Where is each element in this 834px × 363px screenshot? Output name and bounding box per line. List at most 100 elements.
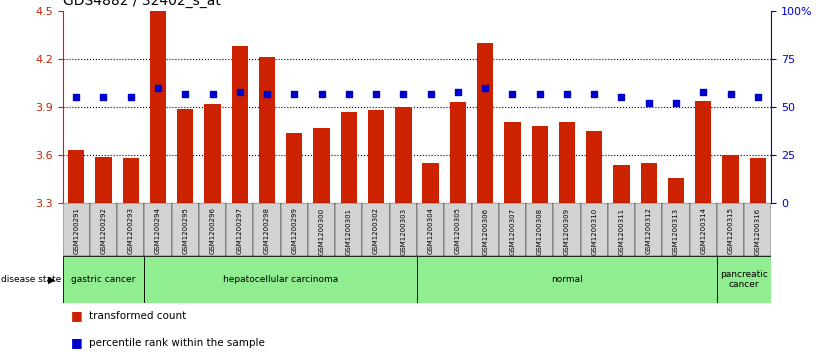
FancyBboxPatch shape [254,203,281,256]
Point [587,91,600,97]
FancyBboxPatch shape [636,203,662,256]
Point [451,89,465,95]
FancyBboxPatch shape [690,203,717,256]
Point [397,91,410,97]
Text: GSM1200302: GSM1200302 [373,208,379,254]
Text: GSM1200295: GSM1200295 [183,208,188,254]
FancyBboxPatch shape [226,203,254,256]
Text: GSM1200299: GSM1200299 [291,208,297,254]
Point [206,91,219,97]
Text: GSM1200310: GSM1200310 [591,208,597,254]
Bar [505,122,520,203]
Bar [68,150,84,203]
Text: GSM1200315: GSM1200315 [727,208,734,254]
FancyBboxPatch shape [417,256,717,303]
Bar [750,158,766,203]
FancyBboxPatch shape [417,203,445,256]
Text: ▶: ▶ [48,274,55,285]
Bar [95,157,112,203]
FancyBboxPatch shape [526,203,553,256]
Bar [559,122,575,203]
FancyBboxPatch shape [389,203,417,256]
Point [642,100,656,106]
Text: GSM1200305: GSM1200305 [455,208,461,254]
Bar [477,43,494,203]
Text: disease state: disease state [1,275,61,284]
Text: GSM1200301: GSM1200301 [346,208,352,254]
FancyBboxPatch shape [198,203,226,256]
Point [315,91,329,97]
Point [178,91,192,97]
Bar [450,102,466,203]
Text: GSM1200313: GSM1200313 [673,208,679,254]
Text: GSM1200298: GSM1200298 [264,208,270,254]
FancyBboxPatch shape [63,256,144,303]
Bar [177,109,193,203]
Point [724,91,737,97]
Text: transformed count: transformed count [89,311,187,321]
Text: gastric cancer: gastric cancer [71,275,136,284]
Point [505,91,519,97]
Point [533,91,546,97]
FancyBboxPatch shape [117,203,144,256]
Text: GSM1200312: GSM1200312 [646,208,651,254]
Text: GSM1200304: GSM1200304 [428,208,434,254]
Bar [204,104,221,203]
Point [124,95,138,101]
Bar [613,165,630,203]
FancyBboxPatch shape [744,203,771,256]
Text: pancreatic
cancer: pancreatic cancer [721,270,768,289]
FancyBboxPatch shape [662,203,690,256]
Text: GSM1200316: GSM1200316 [755,208,761,254]
Text: GSM1200311: GSM1200311 [619,208,625,254]
FancyBboxPatch shape [471,203,499,256]
Point [615,95,628,101]
Point [369,91,383,97]
FancyBboxPatch shape [608,203,636,256]
Text: GSM1200307: GSM1200307 [510,208,515,254]
Bar [286,133,303,203]
Bar [259,57,275,203]
Bar [531,126,548,203]
Bar [395,107,411,203]
Bar [150,11,166,203]
Text: hepatocellular carcinoma: hepatocellular carcinoma [223,275,339,284]
Bar [123,158,139,203]
Point [670,100,683,106]
FancyBboxPatch shape [363,203,389,256]
FancyBboxPatch shape [717,256,771,303]
Text: ■: ■ [71,309,83,322]
Text: GSM1200291: GSM1200291 [73,208,79,254]
FancyBboxPatch shape [144,256,417,303]
Bar [641,163,657,203]
Text: normal: normal [551,275,583,284]
FancyBboxPatch shape [63,203,90,256]
Text: GDS4882 / 32402_s_at: GDS4882 / 32402_s_at [63,0,220,8]
FancyBboxPatch shape [90,203,117,256]
Text: GSM1200300: GSM1200300 [319,208,324,254]
Bar [695,101,711,203]
FancyBboxPatch shape [144,203,172,256]
Point [342,91,355,97]
FancyBboxPatch shape [499,203,526,256]
Text: GSM1200306: GSM1200306 [482,208,488,254]
Point [560,91,574,97]
Bar [368,110,384,203]
Bar [586,131,602,203]
FancyBboxPatch shape [717,203,744,256]
Text: percentile rank within the sample: percentile rank within the sample [89,338,265,348]
FancyBboxPatch shape [445,203,471,256]
Point [151,85,164,91]
Bar [314,128,329,203]
Point [234,89,247,95]
Text: ■: ■ [71,337,83,350]
Bar [722,155,739,203]
Point [479,85,492,91]
Bar [423,163,439,203]
FancyBboxPatch shape [281,203,308,256]
Text: GSM1200309: GSM1200309 [564,208,570,254]
Point [288,91,301,97]
Text: GSM1200292: GSM1200292 [100,208,107,254]
Point [696,89,710,95]
Bar [340,112,357,203]
